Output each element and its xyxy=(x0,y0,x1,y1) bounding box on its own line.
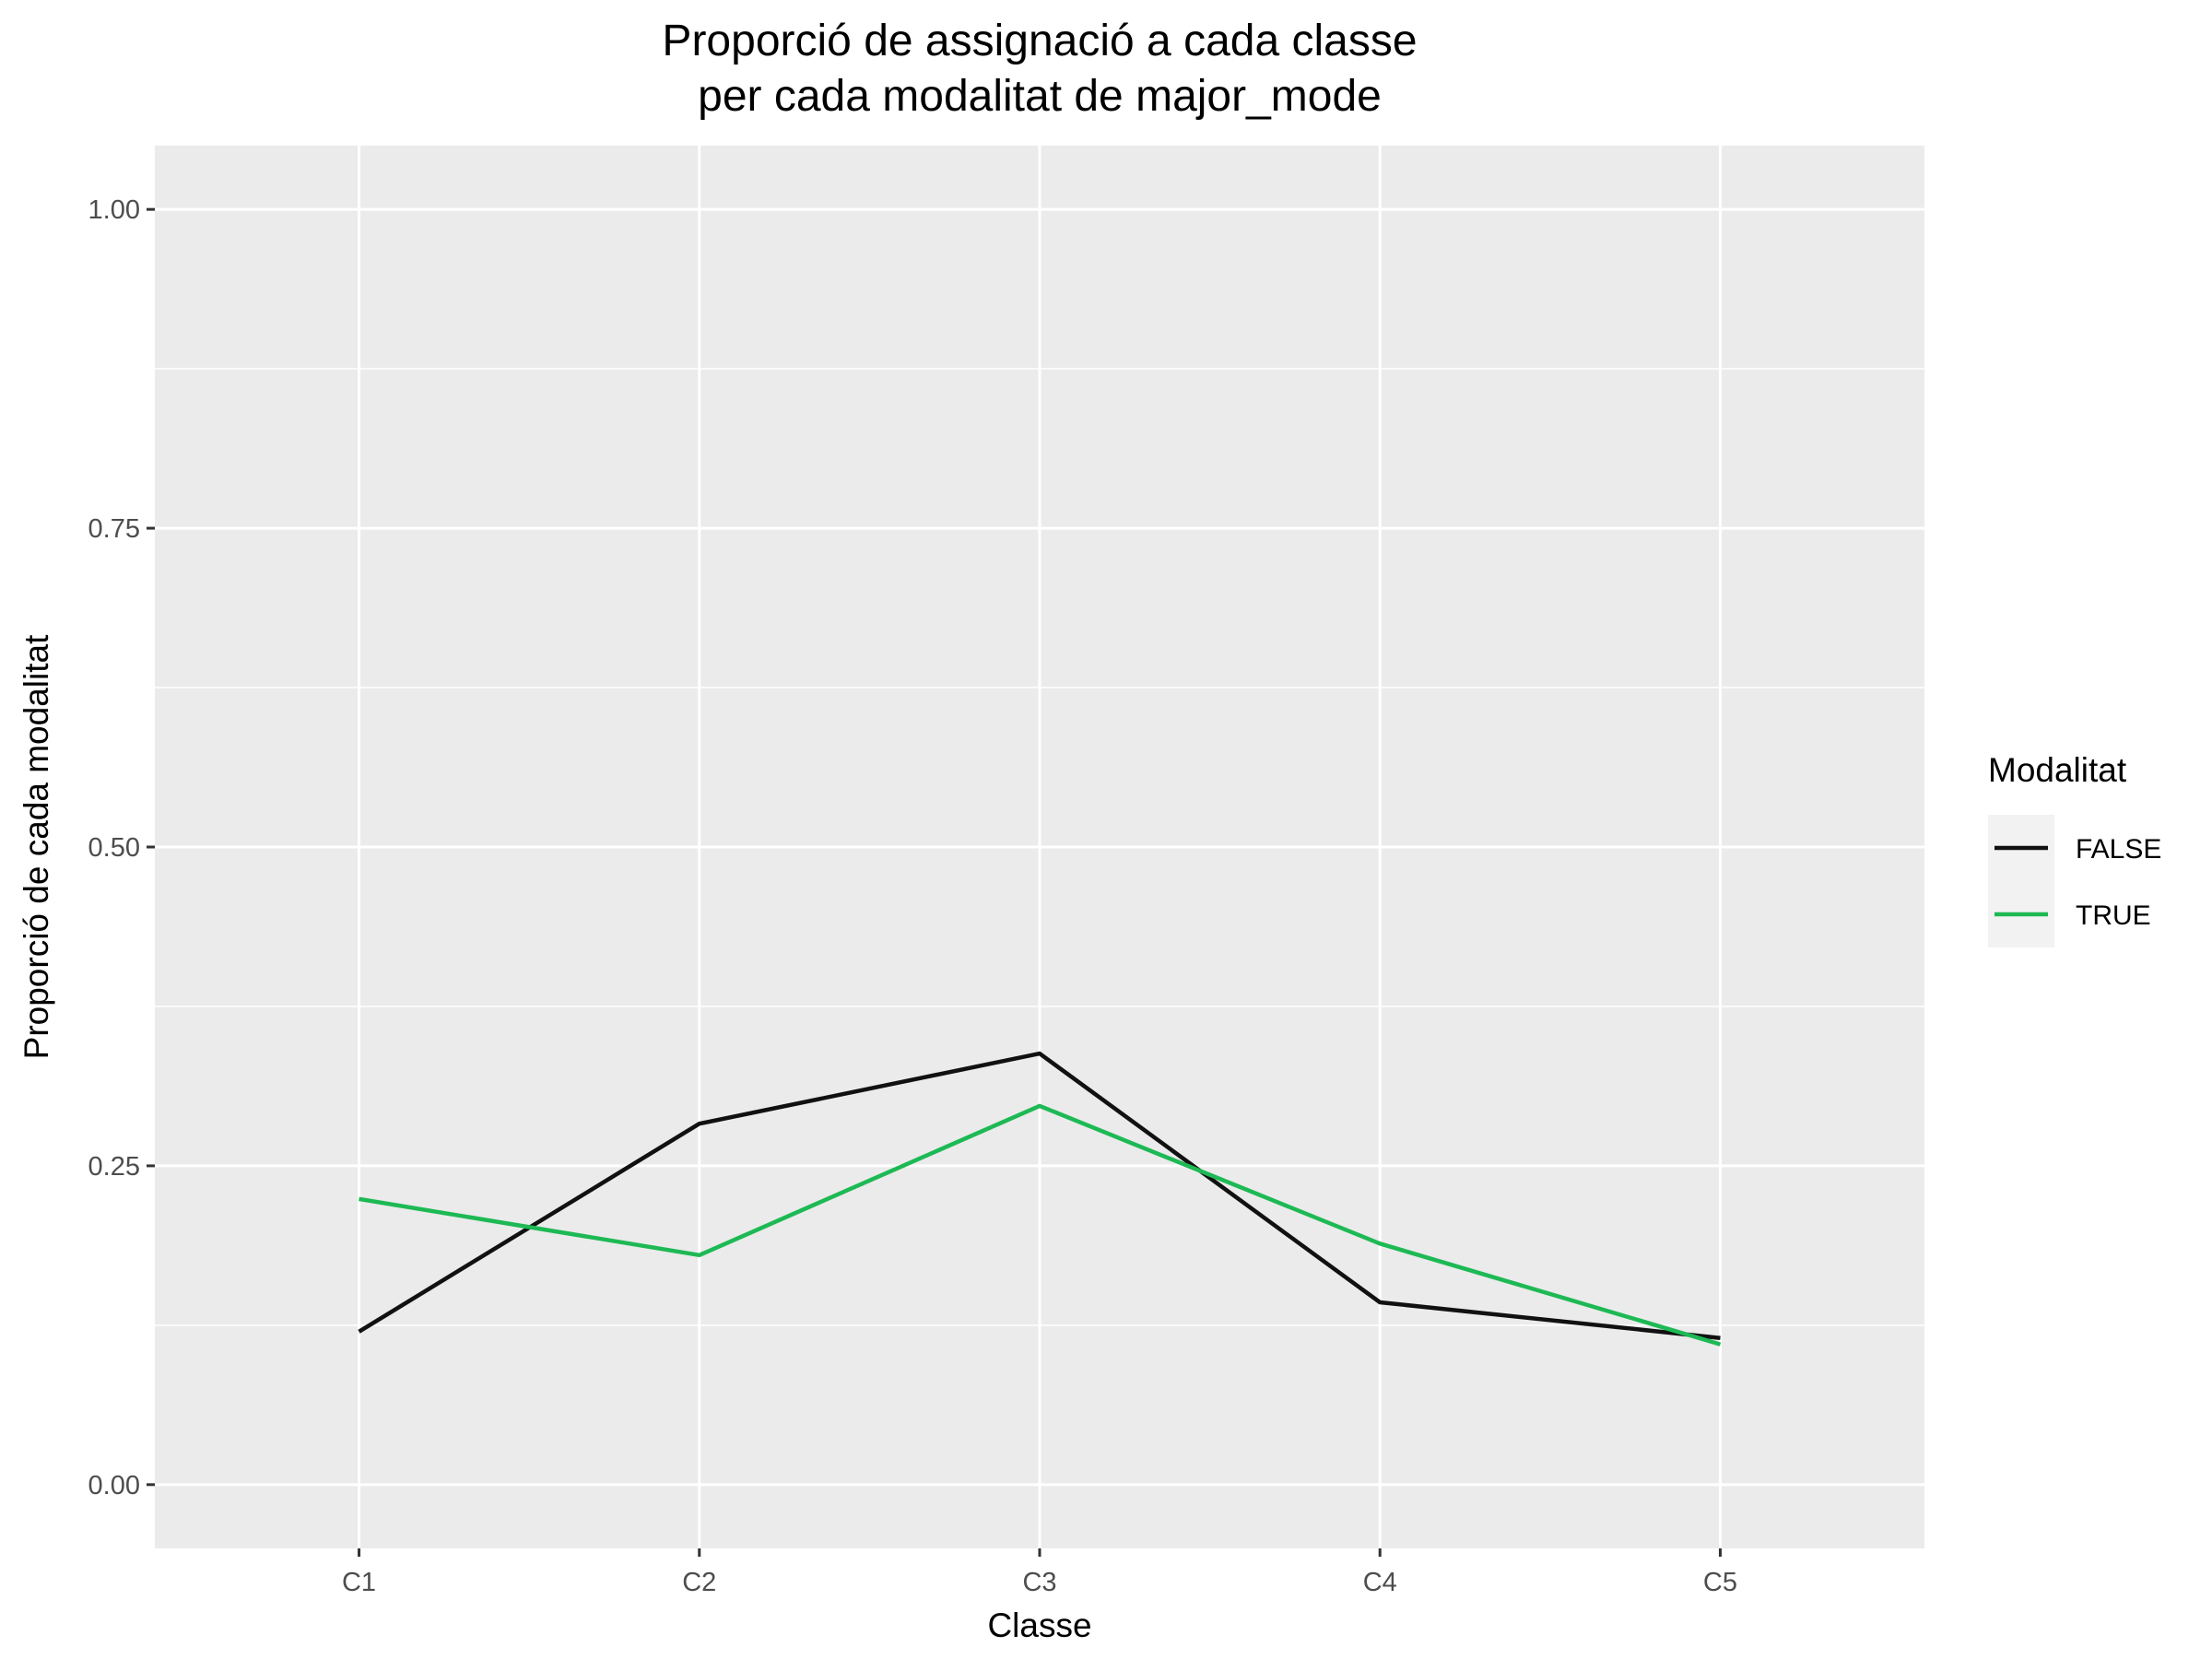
x-tick-label: C2 xyxy=(682,1568,716,1597)
y-tick-label: 0.50 xyxy=(88,833,140,863)
series-lines xyxy=(358,1051,1722,1347)
y-tick-label: 0.75 xyxy=(88,514,140,544)
y-tick-label: 0.00 xyxy=(88,1471,140,1500)
x-tick-label: C4 xyxy=(1363,1568,1397,1597)
series-line-false xyxy=(358,1051,1721,1340)
chart-subtitle: per cada modalitat de major_mode xyxy=(698,72,1382,121)
x-tick-label: C5 xyxy=(1703,1568,1737,1597)
y-tick-label: 0.25 xyxy=(88,1152,140,1182)
x-axis-title: Classe xyxy=(987,1606,1091,1644)
x-tick-label: C3 xyxy=(1022,1568,1056,1597)
chart-title: Proporció de assignació a cada classe xyxy=(662,17,1417,65)
legend-label: TRUE xyxy=(2076,900,2151,931)
series-line-true xyxy=(359,1103,1722,1347)
legend: Modalitat FALSE TRUE xyxy=(1988,751,2161,947)
y-tick-label: 1.00 xyxy=(88,195,140,225)
y-axis-title: Proporció de cada modalitat xyxy=(18,634,55,1059)
major-gridlines xyxy=(155,146,1924,1548)
legend-label: FALSE xyxy=(2076,834,2161,865)
x-axis: C1 C2 C3 C4 C5 xyxy=(342,1548,1737,1597)
legend-title: Modalitat xyxy=(1988,751,2127,789)
x-tick-label: C1 xyxy=(342,1568,376,1597)
y-axis: 0.00 0.25 0.50 0.75 1.00 xyxy=(88,195,155,1500)
